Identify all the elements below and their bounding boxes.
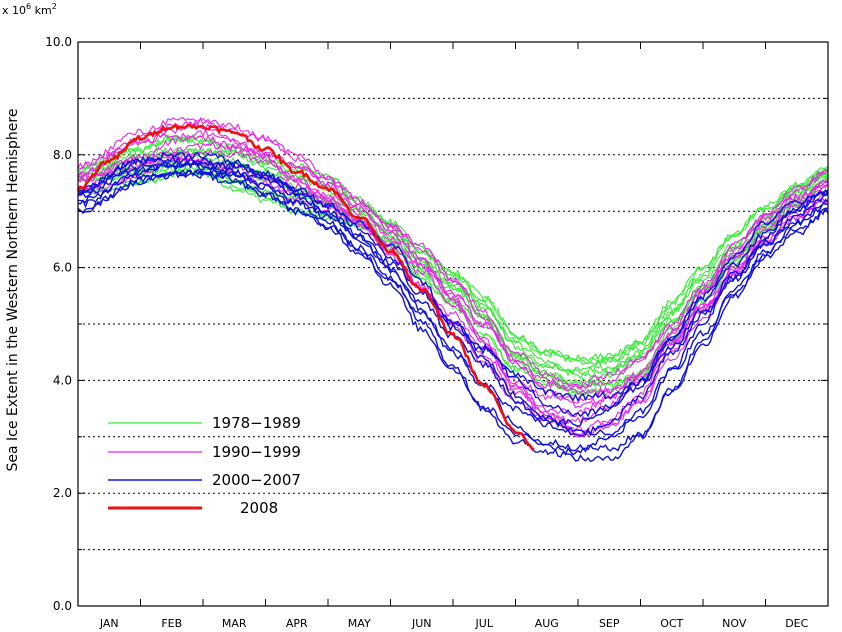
legend: 1978−1989 1990−1999 2000−2007 2008: [108, 414, 301, 517]
legend-label: 1990−1999: [212, 443, 301, 461]
x-tick-label: SEP: [599, 617, 620, 630]
y-tick-label: 10.0: [45, 35, 72, 49]
y-axis-label: Sea Ice Extent in the Western Northern H…: [5, 109, 21, 472]
x-tick-label: FEB: [161, 617, 182, 630]
unit-label: x 106 km2: [2, 2, 57, 17]
series-line: [76, 122, 535, 451]
x-tick-label: AUG: [535, 617, 559, 630]
x-tick-label: DEC: [785, 617, 808, 630]
series-line: [77, 121, 829, 396]
legend-label: 1978−1989: [212, 414, 301, 432]
y-tick-label: 0.0: [53, 599, 72, 613]
x-tick-label: OCT: [660, 617, 683, 630]
y-tick-label: 8.0: [53, 148, 72, 162]
series-2008: [76, 122, 535, 451]
ticks: 0.0 2.0 4.0 6.0 8.0 10.0 JAN FEB MAR APR MAY JUN JUL…: [45, 35, 829, 630]
y-tick-label: 6.0: [53, 261, 72, 275]
y-tick-label: 2.0: [53, 486, 72, 500]
series-layer: [76, 116, 829, 463]
series-line: [77, 141, 829, 418]
series-line: [77, 133, 829, 362]
legend-label: 2008: [240, 499, 278, 517]
x-tick-label: MAR: [222, 617, 247, 630]
legend-label: 2000−2007: [212, 471, 301, 489]
series-line: [77, 128, 829, 404]
series-line: [77, 116, 829, 391]
series-line: [77, 147, 829, 375]
x-tick-label: NOV: [722, 617, 747, 630]
series-line: [77, 136, 829, 365]
x-tick-label: JUN: [411, 617, 432, 630]
x-tick-label: JAN: [99, 617, 119, 630]
series-2000−2007: [77, 151, 829, 463]
x-tick-label: MAY: [348, 617, 371, 630]
y-tick-label: 4.0: [53, 373, 72, 387]
series-line: [77, 148, 829, 425]
series-line: [77, 169, 829, 456]
x-tick-label: JUL: [475, 617, 494, 630]
series-line: [77, 168, 829, 452]
x-tick-label: APR: [286, 617, 308, 630]
series-line: [77, 151, 829, 403]
series-line: [77, 160, 829, 438]
